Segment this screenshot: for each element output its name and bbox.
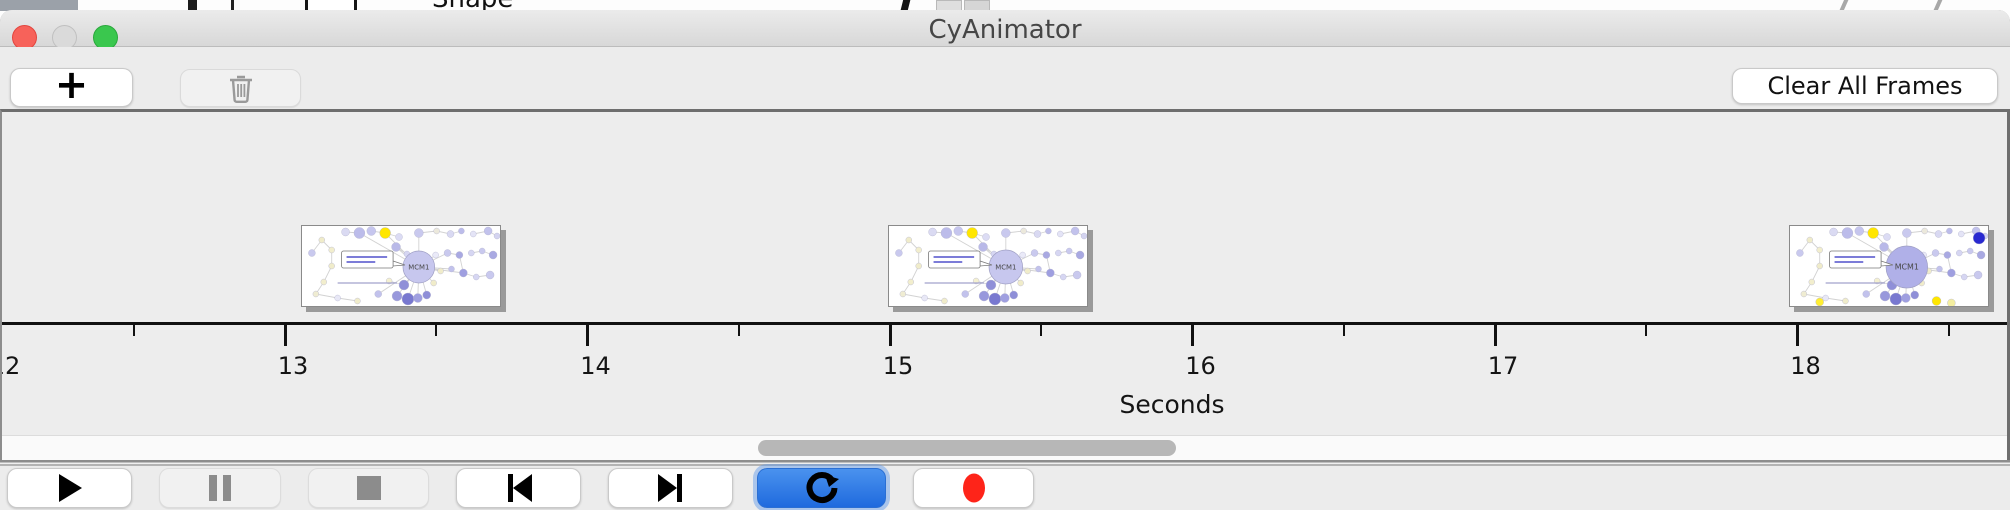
close-button[interactable] bbox=[12, 25, 37, 50]
trash-icon bbox=[229, 75, 252, 103]
major-tick bbox=[888, 325, 892, 346]
background-app-fragment bbox=[188, 0, 197, 11]
svg-text:MCM1: MCM1 bbox=[995, 263, 1016, 271]
tick-label: 17 bbox=[1487, 352, 1519, 380]
clear-all-frames-button[interactable]: Clear All Frames bbox=[1732, 68, 1998, 104]
major-tick bbox=[1191, 325, 1194, 346]
background-app-fragment bbox=[936, 0, 962, 11]
tick-label: 13 bbox=[277, 352, 309, 380]
record-icon bbox=[962, 473, 985, 503]
skip-to-start-icon bbox=[507, 474, 532, 502]
axis-unit-label: Seconds bbox=[1119, 390, 1225, 419]
minor-tick bbox=[1947, 325, 1950, 336]
scrollbar-thumb[interactable] bbox=[757, 440, 1176, 456]
background-app-fragment bbox=[964, 0, 990, 11]
panel-divider bbox=[0, 460, 2010, 466]
add-frame-button[interactable]: + bbox=[10, 62, 133, 108]
frame-thumbnail[interactable]: MCM1 bbox=[887, 225, 1088, 307]
tick-label: 14 bbox=[580, 352, 611, 380]
background-app-fragment bbox=[0, 0, 78, 11]
window-title: CyAnimator bbox=[928, 15, 1082, 45]
major-tick bbox=[1796, 325, 1799, 346]
svg-text:MCM1: MCM1 bbox=[408, 263, 429, 271]
tick-label: 18 bbox=[1790, 352, 1821, 380]
loop-icon bbox=[806, 472, 839, 503]
minor-tick bbox=[132, 325, 135, 336]
cyanimator-window: CyAnimator + Clear All Frames 12 13 14 15 16… bbox=[0, 10, 2010, 510]
timeline-scrollbar[interactable] bbox=[2, 435, 2007, 460]
major-tick bbox=[283, 325, 287, 346]
tick-label: 16 bbox=[1185, 352, 1216, 380]
loop-button[interactable] bbox=[757, 468, 886, 508]
time-axis bbox=[2, 322, 2007, 325]
background-app-fragment bbox=[231, 0, 234, 11]
skip-end-button[interactable] bbox=[608, 468, 733, 508]
frame-toolbar: + Clear All Frames bbox=[0, 47, 2010, 109]
stop-button[interactable] bbox=[308, 468, 429, 508]
timeline-panel[interactable]: 12 13 14 15 16 17 18 MCM1 MCM1 MCM1 Seconds bbox=[0, 109, 2010, 460]
skip-to-end-icon bbox=[657, 474, 682, 502]
tick-label: 15 bbox=[882, 352, 914, 380]
svg-text:MCM1: MCM1 bbox=[1895, 262, 1919, 271]
title-bar[interactable]: CyAnimator bbox=[0, 10, 2010, 50]
major-tick bbox=[586, 325, 589, 346]
delete-frame-button[interactable] bbox=[180, 69, 301, 107]
background-app-fragment bbox=[305, 0, 357, 11]
pause-icon bbox=[209, 475, 231, 501]
minor-tick bbox=[435, 325, 438, 336]
pause-button[interactable] bbox=[159, 468, 281, 508]
stop-icon bbox=[356, 476, 381, 500]
frame-thumbnail[interactable]: MCM1 bbox=[300, 225, 501, 307]
plus-icon: + bbox=[54, 61, 89, 108]
background-app-strip: Shape bbox=[0, 0, 2010, 11]
zoom-button[interactable] bbox=[93, 25, 118, 50]
play-button[interactable] bbox=[7, 468, 132, 508]
minor-tick bbox=[1040, 325, 1043, 336]
skip-start-button[interactable] bbox=[456, 468, 581, 508]
minor-tick bbox=[737, 325, 740, 336]
minor-tick bbox=[1342, 325, 1345, 336]
frame-thumbnail[interactable]: MCM1 bbox=[1789, 225, 1990, 307]
tick-label: 12 bbox=[2, 352, 21, 380]
minor-tick bbox=[1645, 325, 1648, 336]
major-tick bbox=[1493, 325, 1497, 346]
play-icon bbox=[58, 474, 82, 502]
transport-bar: Animation Speed: bbox=[0, 466, 2010, 510]
background-app-shape-label: Shape bbox=[432, 0, 552, 11]
record-button[interactable] bbox=[913, 468, 1034, 508]
